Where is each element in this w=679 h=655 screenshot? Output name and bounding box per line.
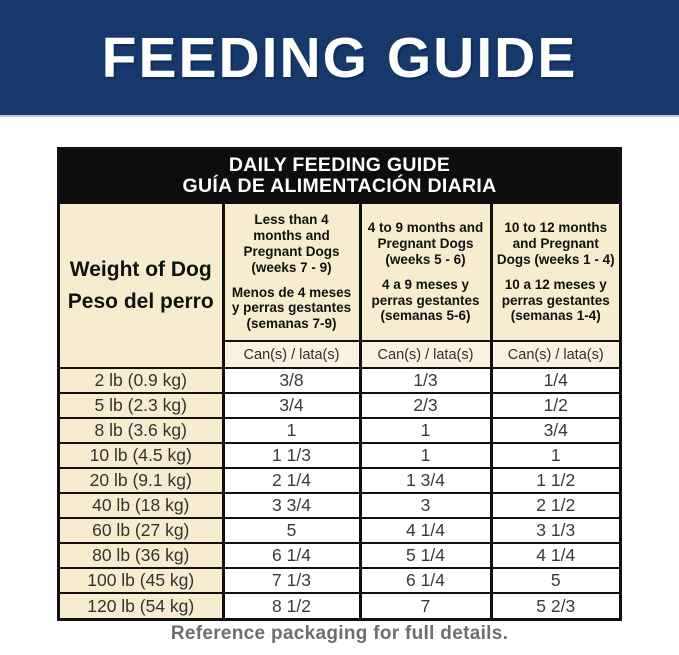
table-row: 120 lb (54 kg) 8 1/2 7 5 2/3 [60, 592, 619, 619]
cans-value: 5 2/3 [489, 592, 619, 619]
footnote: Reference packaging for full details. [170, 623, 509, 644]
column-header-spanish: 10 a 12 meses y perras gestantes (semana… [501, 276, 610, 324]
cans-value: 7 1/3 [221, 567, 362, 595]
table-title-english: DAILY FEEDING GUIDE [228, 154, 451, 176]
cans-value: 3 3/4 [221, 492, 362, 520]
weight-cell: 60 lb (27 kg) [60, 517, 225, 545]
cans-value: 1 [489, 442, 619, 470]
weight-cell: 20 lb (9.1 kg) [60, 467, 225, 495]
cans-value: 8 1/2 [221, 592, 362, 619]
unit-label: Can(s) / lata(s) [489, 340, 619, 370]
cans-value: 1 [221, 417, 362, 445]
unit-label: Can(s) / lata(s) [358, 340, 493, 370]
weight-cell: 40 lb (18 kg) [60, 492, 225, 520]
cans-value: 1/3 [358, 367, 493, 395]
cans-value: 3/4 [489, 417, 619, 445]
cans-value: 6 1/4 [358, 567, 493, 595]
cans-value: 4 1/4 [358, 517, 493, 545]
cans-value: 5 [489, 567, 619, 595]
weight-header-spanish: Peso del perro [67, 289, 214, 313]
weight-cell: 5 lb (2.3 kg) [60, 392, 225, 420]
daily-feeding-guide-table: DAILY FEEDING GUIDE GUÍA DE ALIMENTACIÓN… [57, 147, 622, 622]
cans-value: 1/4 [489, 367, 619, 395]
weight-cell: 2 lb (0.9 kg) [60, 367, 225, 395]
page-title: FEEDING GUIDE [101, 25, 578, 90]
column-header-english: Less than 4 months and Pregnant Dogs (we… [243, 211, 340, 275]
cans-value: 1 1/3 [221, 442, 362, 470]
table-title: DAILY FEEDING GUIDE GUÍA DE ALIMENTACIÓN… [60, 150, 619, 204]
table-title-spanish: GUÍA DE ALIMENTACIÓN DIARIA [182, 175, 497, 198]
cans-value: 3 [358, 492, 493, 520]
table-row: 60 lb (27 kg) 5 4 1/4 3 1/3 [60, 517, 619, 545]
cans-value: 1 3/4 [358, 467, 493, 495]
column-header-4-to-9-months: 4 to 9 months and Pregnant Dogs (weeks 5… [358, 203, 493, 343]
cans-value: 1/2 [489, 392, 619, 420]
cans-value: 4 1/4 [489, 542, 619, 570]
column-header-10-to-12-months: 10 to 12 months and Pregnant Dogs (weeks… [489, 203, 619, 343]
column-header-spanish: 4 a 9 meses y perras gestantes (semanas … [371, 276, 480, 324]
column-header-spanish: Menos de 4 meses y perras gestantes (sem… [231, 284, 352, 332]
table-row: 2 lb (0.9 kg) 3/8 1/3 1/4 [60, 367, 619, 395]
table-row: 100 lb (45 kg) 7 1/3 6 1/4 5 [60, 567, 619, 595]
cans-value: 1 [358, 442, 493, 470]
cans-value: 1 1/2 [489, 467, 619, 495]
cans-value: 5 [221, 517, 362, 545]
weight-cell: 80 lb (36 kg) [60, 542, 225, 570]
table-row: 8 lb (3.6 kg) 1 1 3/4 [60, 417, 619, 445]
table-row: 40 lb (18 kg) 3 3/4 3 2 1/2 [60, 492, 619, 520]
column-header-less-than-4-months: Less than 4 months and Pregnant Dogs (we… [221, 203, 362, 343]
unit-row: Can(s) / lata(s) Can(s) / lata(s) Can(s)… [60, 340, 619, 370]
weight-cell: 10 lb (4.5 kg) [60, 442, 225, 470]
cans-value: 3/8 [221, 367, 362, 395]
weight-column-header: Weight of Dog Peso del perro [60, 203, 225, 370]
unit-label: Can(s) / lata(s) [223, 340, 362, 370]
column-header-english: 4 to 9 months and Pregnant Dogs (weeks 5… [367, 219, 484, 267]
feeding-guide-banner: FEEDING GUIDE [0, 0, 679, 117]
cans-value: 2 1/2 [489, 492, 619, 520]
cans-value: 2 1/4 [221, 467, 362, 495]
table-row: 5 lb (2.3 kg) 3/4 2/3 1/2 [60, 392, 619, 420]
cans-value: 6 1/4 [221, 542, 362, 570]
column-header-english: 10 to 12 months and Pregnant Dogs (weeks… [496, 219, 615, 267]
weight-header-english: Weight of Dog [69, 258, 212, 282]
cans-value: 3 1/3 [489, 517, 619, 545]
weight-cell: 8 lb (3.6 kg) [60, 417, 225, 445]
column-header-row: Weight of Dog Peso del perro Less than 4… [60, 203, 619, 370]
cans-value: 5 1/4 [358, 542, 493, 570]
table-row: 80 lb (36 kg) 6 1/4 5 1/4 4 1/4 [60, 542, 619, 570]
feeding-table: Weight of Dog Peso del perro Less than 4… [60, 203, 619, 619]
weight-cell: 120 lb (54 kg) [60, 592, 225, 619]
cans-value: 7 [358, 592, 493, 619]
weight-cell: 100 lb (45 kg) [60, 567, 225, 595]
table-row: 20 lb (9.1 kg) 2 1/4 1 3/4 1 1/2 [60, 467, 619, 495]
cans-value: 1 [358, 417, 493, 445]
cans-value: 2/3 [358, 392, 493, 420]
table-row: 10 lb (4.5 kg) 1 1/3 1 1 [60, 442, 619, 470]
cans-value: 3/4 [221, 392, 362, 420]
